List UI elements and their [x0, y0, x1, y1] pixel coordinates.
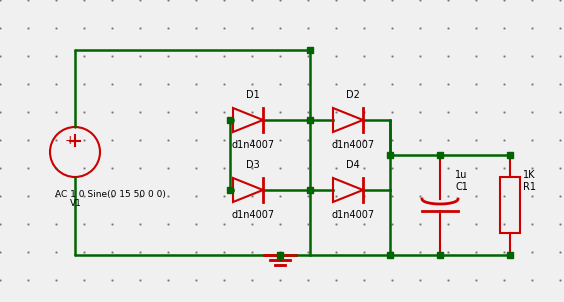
Text: d1n4007: d1n4007 — [231, 210, 275, 220]
Text: 1u: 1u — [455, 170, 468, 180]
Text: AC 1 0 Sine(0 15 50 0 0): AC 1 0 Sine(0 15 50 0 0) — [55, 189, 166, 198]
Text: D2: D2 — [346, 90, 360, 100]
Bar — [500, 177, 520, 233]
Text: 1K: 1K — [523, 170, 535, 180]
Text: d1n4007: d1n4007 — [231, 140, 275, 150]
Text: d1n4007: d1n4007 — [332, 210, 374, 220]
Text: D1: D1 — [246, 90, 260, 100]
Text: R1: R1 — [523, 182, 536, 192]
Text: D4: D4 — [346, 160, 360, 170]
Text: D3: D3 — [246, 160, 260, 170]
Text: +: + — [65, 133, 76, 146]
Text: C1: C1 — [455, 182, 468, 192]
Text: V1: V1 — [70, 200, 82, 208]
Text: d1n4007: d1n4007 — [332, 140, 374, 150]
